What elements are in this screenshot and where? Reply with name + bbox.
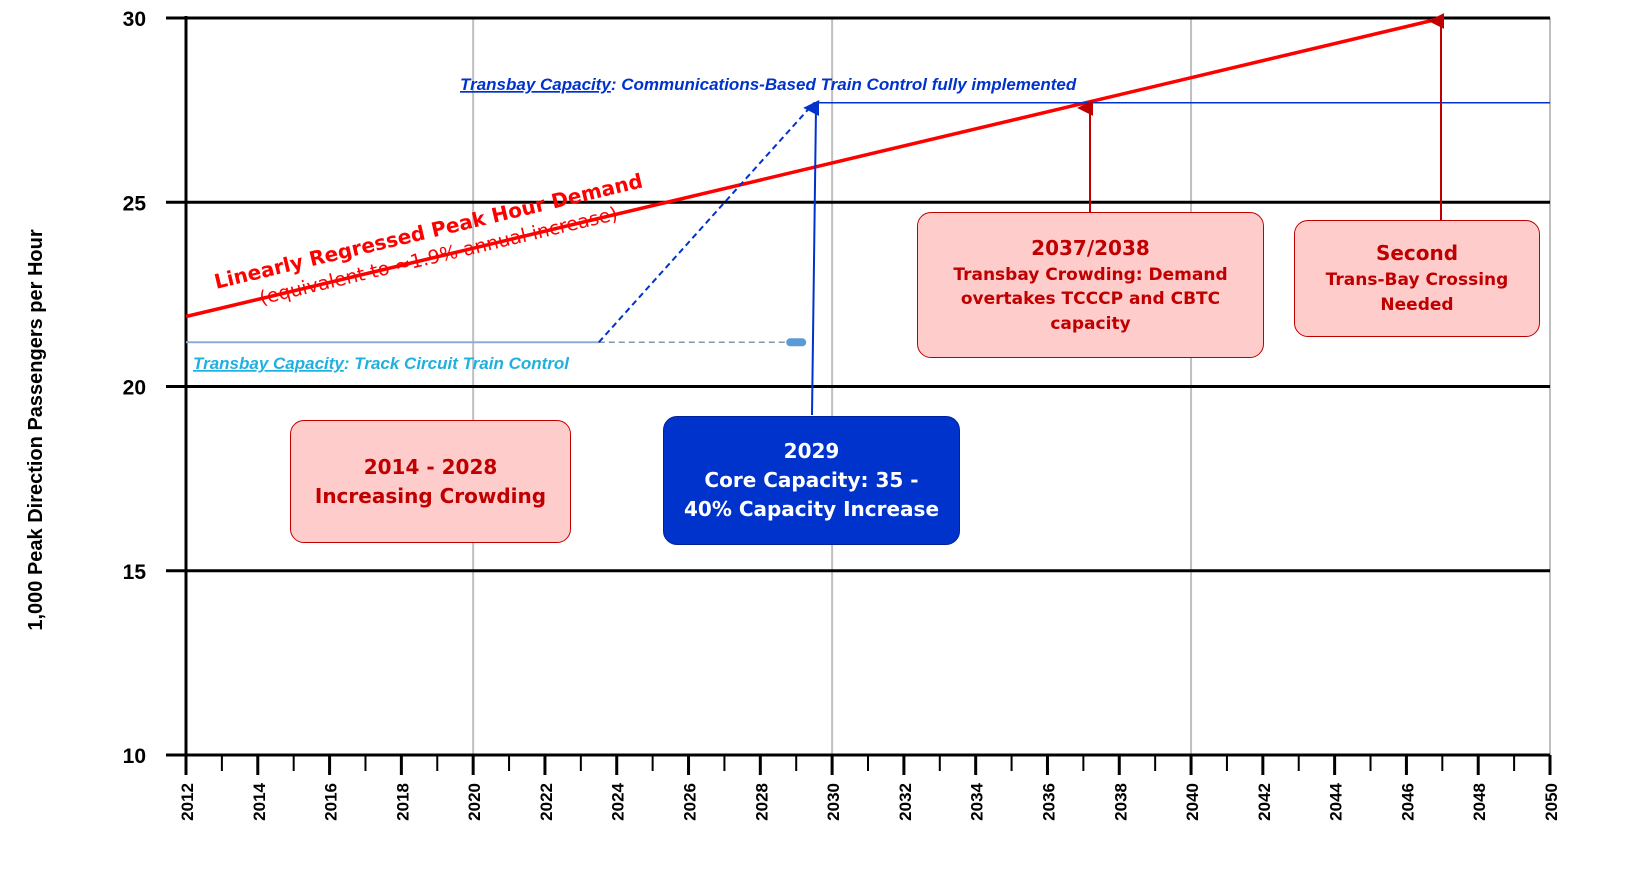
cbtc-label: Transbay Capacity: Communications-Based … — [460, 75, 1077, 94]
x-tick-label: 2046 — [1398, 783, 1417, 821]
x-tick-label: 2030 — [824, 783, 843, 821]
x-tick-label: 2028 — [752, 783, 771, 821]
x-tick-label: 2020 — [465, 783, 484, 821]
x-tick-label: 2012 — [178, 783, 197, 821]
x-tick-label: 2044 — [1327, 782, 1346, 820]
x-tick-label: 2040 — [1183, 783, 1202, 821]
x-tick-label: 2032 — [896, 783, 915, 821]
y-tick-label: 10 — [123, 745, 146, 768]
annotation-box: Second Trans-Bay Crossing Needed — [1294, 220, 1540, 337]
y-tick-label: 30 — [123, 8, 146, 31]
track-label: Transbay Capacity: Track Circuit Train C… — [193, 354, 570, 373]
y-tick-label: 20 — [123, 377, 146, 400]
annotation-line: 2029 — [783, 439, 840, 463]
annotation-line: capacity — [1050, 313, 1131, 334]
annotation-box: 2037/2038 Transbay Crowding: Demand overta… — [917, 212, 1264, 358]
x-tick-label: 2026 — [681, 783, 700, 821]
annotation-line: Transbay Crowding: Demand — [953, 264, 1228, 285]
annotation-line: Needed — [1380, 295, 1454, 315]
annotation-line: Second — [1375, 241, 1459, 266]
x-tick-label: 2016 — [322, 783, 341, 821]
line — [598, 102, 815, 343]
arrow — [803, 100, 820, 416]
x-tick-label: 2048 — [1470, 783, 1489, 821]
x-tick-label: 2022 — [537, 783, 556, 821]
annotation-box: 2014 - 2028 Increasing Crowding — [290, 420, 571, 543]
track-link: Transbay Capacity — [193, 354, 345, 373]
x-tick-label: 2036 — [1039, 783, 1058, 821]
x-tick-label: 2018 — [393, 783, 412, 821]
x-tick-label: 2038 — [1111, 783, 1130, 821]
cbtc-text: : Communications-Based Train Control ful… — [611, 75, 1077, 94]
point-marker — [786, 338, 807, 347]
x-tick-label: 2014 — [250, 782, 269, 820]
y-axis-label: 1,000 Peak Direction Passengers per Hour — [25, 229, 47, 631]
annotation-line: Increasing Crowding — [314, 483, 547, 508]
annotation-line: Trans-Bay Crossing — [1325, 270, 1509, 291]
x-tick-label: 2050 — [1542, 783, 1561, 821]
x-tick-label: 2042 — [1255, 783, 1274, 821]
x-tick-label: 2024 — [609, 782, 628, 820]
annotation-line: 2014 - 2028 — [363, 454, 498, 479]
y-tick-label: 15 — [123, 561, 147, 584]
annotation-line: overtakes TCCCP and CBTC — [960, 289, 1221, 310]
annotation-box: 2029 Core Capacity: 35 - 40% Capacity Incr… — [663, 416, 960, 545]
y-tick-label: 25 — [123, 192, 147, 215]
annotation-line: 40% Capacity Increase — [683, 497, 940, 521]
cbtc-link: Transbay Capacity — [460, 75, 612, 94]
annotation-line: 2037/2038 — [1031, 235, 1150, 260]
annotation-line: Core Capacity: 35 - — [704, 468, 919, 492]
track-text: : Track Circuit Train Control — [344, 354, 570, 373]
line — [185, 16, 1443, 319]
x-tick-label: 2034 — [968, 782, 987, 820]
